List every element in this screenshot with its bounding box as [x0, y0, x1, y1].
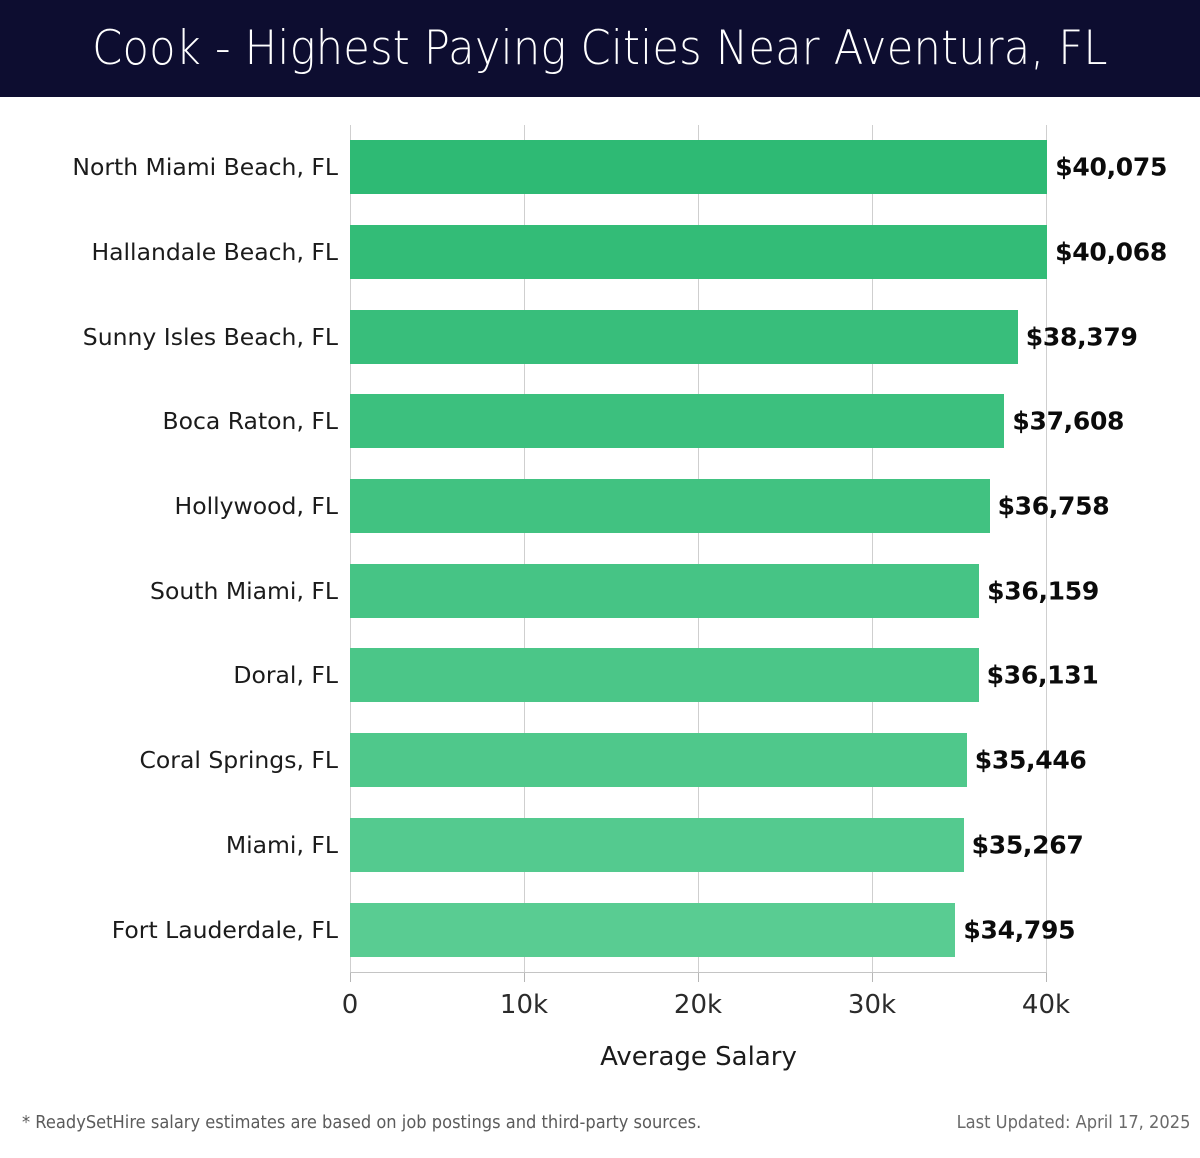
x-axis-line: [350, 972, 1047, 973]
bar[interactable]: [350, 648, 979, 703]
category-label: Boca Raton, FL: [162, 407, 338, 436]
bar[interactable]: [350, 309, 1018, 364]
x-axis-tick: [872, 972, 873, 982]
x-tick-label: 40k: [1021, 990, 1071, 1020]
bar-value-label: $36,159: [987, 576, 1099, 606]
footer-disclaimer: * ReadySetHire salary estimates are base…: [22, 1113, 702, 1133]
category-label: Miami, FL: [225, 830, 338, 859]
bar[interactable]: [350, 225, 1048, 280]
bar-row: Doral, FL $36,131: [0, 633, 1200, 718]
footer-last-updated: Last Updated: April 17, 2025: [956, 1113, 1190, 1133]
bar-row: South Miami, FL $36,159: [0, 548, 1200, 633]
bar[interactable]: [350, 394, 1005, 449]
x-axis-tick: [1046, 972, 1047, 982]
bar-row: Hollywood, FL $36,758: [0, 464, 1200, 549]
bar[interactable]: [350, 817, 964, 872]
bar[interactable]: [350, 479, 990, 534]
bar[interactable]: [350, 140, 1048, 195]
bar-row: Coral Springs, FL $35,446: [0, 718, 1200, 803]
bar-row: Boca Raton, FL $37,608: [0, 379, 1200, 464]
category-label: Doral, FL: [233, 661, 338, 690]
bar[interactable]: [350, 563, 980, 618]
chart-header-banner: Cook - Highest Paying Cities Near Aventu…: [0, 0, 1200, 97]
chart-plot-area: North Miami Beach, FL $40,075 Hallandale B…: [0, 97, 1200, 1097]
page-title: Cook - Highest Paying Cities Near Aventu…: [92, 21, 1108, 76]
bar-value-label: $34,795: [963, 915, 1076, 945]
category-label: Hollywood, FL: [174, 492, 338, 521]
bar-row: Hallandale Beach, FL $40,068: [0, 210, 1200, 295]
bar[interactable]: [350, 902, 956, 957]
bar-rows-container: North Miami Beach, FL $40,075 Hallandale B…: [0, 125, 1200, 972]
bar-row: Miami, FL $35,267: [0, 803, 1200, 888]
bar-value-label: $40,075: [1055, 152, 1168, 182]
bar-value-label: $37,608: [1012, 406, 1125, 436]
x-tick-label: 20k: [673, 990, 723, 1020]
x-axis-tick: [698, 972, 699, 982]
x-tick-label: 0: [341, 990, 359, 1020]
x-axis-tick: [350, 972, 351, 982]
category-label: Hallandale Beach, FL: [91, 238, 338, 267]
category-label: South Miami, FL: [150, 576, 338, 605]
category-label: Fort Lauderdale, FL: [111, 915, 338, 944]
bar-value-label: $40,068: [1055, 237, 1167, 267]
bar-value-label: $36,758: [997, 491, 1110, 521]
category-label: Coral Springs, FL: [139, 746, 338, 775]
bar-value-label: $38,379: [1025, 322, 1138, 352]
bar-row: Sunny Isles Beach, FL $38,379: [0, 294, 1200, 379]
bar[interactable]: [350, 733, 967, 788]
category-label: Sunny Isles Beach, FL: [82, 322, 338, 351]
x-tick-label: 30k: [847, 990, 897, 1020]
bar-value-label: $36,131: [986, 660, 1099, 690]
x-tick-label: 10k: [499, 990, 549, 1020]
bar-value-label: $35,446: [974, 745, 1087, 775]
bar-value-label: $35,267: [971, 830, 1084, 860]
x-axis-title: Average Salary: [600, 1042, 797, 1072]
x-axis-tick: [524, 972, 525, 982]
category-label: North Miami Beach, FL: [72, 153, 338, 182]
bar-row: North Miami Beach, FL $40,075: [0, 125, 1200, 210]
chart-footer: * ReadySetHire salary estimates are base…: [0, 1105, 1200, 1158]
bar-row: Fort Lauderdale, FL $34,795: [0, 887, 1200, 972]
